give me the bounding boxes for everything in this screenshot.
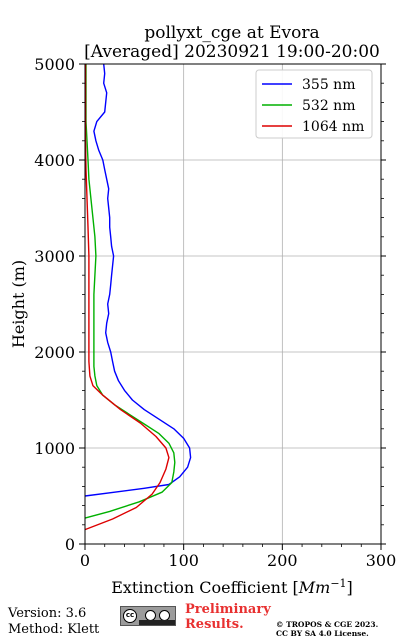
y-axis-label: Height (m) [9,260,28,348]
x-tick-label: 300 [366,551,397,570]
chart-title: pollyxt_cge at Evora [144,23,319,43]
series-line-1064-nm [84,64,170,531]
legend-label: 532 nm [302,98,355,114]
preliminary-line-1: Preliminary [185,602,271,617]
y-tick-label: 1000 [34,439,75,458]
cc-icon: cc [123,609,137,623]
legend-label: 1064 nm [302,119,364,135]
version-text: Version: 3.6 [8,606,87,621]
legend: 355 nm 532 nm 1064 nm [255,69,373,139]
cc-license-badge: cc [120,606,176,626]
legend-label: 355 nm [302,77,355,93]
x-axis-label: Extinction Coefficient [Mm−1] [111,577,353,598]
y-tick-label: 3000 [34,247,75,266]
chart-subtitle: [Averaged] 20230921 19:00-20:00 [84,42,380,62]
plot-frame [84,63,382,545]
legend-box [255,69,373,139]
data-series [84,63,192,531]
series-line-355-nm [84,63,192,497]
preliminary-line-2: Results. [185,617,244,632]
y-tick-label: 0 [65,535,75,554]
x-tick-label: 100 [168,551,199,570]
x-tick-label: 200 [267,551,298,570]
copyright-line-1: © TROPOS & CGE 2023. [276,620,379,629]
x-tick-label: 0 [80,551,90,570]
method-text: Method: Klett [8,622,100,637]
copyright-note: © TROPOS & CGE 2023. CC BY SA 4.0 Licens… [276,620,378,638]
y-tick-label: 5000 [34,55,75,74]
y-tick-label: 2000 [34,343,75,362]
copyright-line-2: CC BY SA 4.0 License. [276,629,369,638]
series-line-532-nm [84,64,176,519]
license-strip [139,620,175,625]
y-tick-label: 4000 [34,151,75,170]
preliminary-results-note: Preliminary Results. [185,602,271,632]
